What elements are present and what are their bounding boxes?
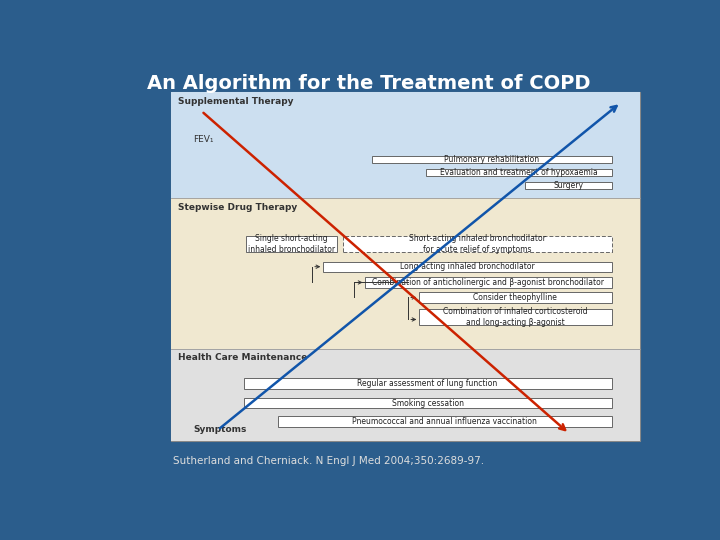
Bar [419,292,611,303]
Bar [372,156,611,163]
Bar [426,169,611,176]
Text: Supplemental Therapy: Supplemental Therapy [178,97,293,106]
Bar [243,379,611,389]
Text: Evaluation and treatment of hypoxaemia: Evaluation and treatment of hypoxaemia [440,168,598,177]
Bar [246,236,337,252]
Text: Pulmonary rehabilitation: Pulmonary rehabilitation [444,155,539,164]
Text: Long-acting inhaled bronchodilator: Long-acting inhaled bronchodilator [400,262,535,271]
Bar [171,348,639,441]
Text: Smoking cessation: Smoking cessation [392,399,464,408]
Text: Combination of inhaled corticosteroid
and long-acting β-agonist: Combination of inhaled corticosteroid an… [443,307,588,327]
Bar [525,182,611,189]
Bar [171,92,639,198]
Bar [171,198,639,348]
Bar [171,92,639,441]
Text: FEV₁: FEV₁ [193,135,214,144]
Bar [419,309,611,325]
Text: Single short-acting
inhaled bronchodilator: Single short-acting inhaled bronchodilat… [248,234,336,254]
Text: Sutherland and Cherniack. N Engl J Med 2004;350:2689-97.: Sutherland and Cherniack. N Engl J Med 2… [173,456,484,465]
Text: Pneumococcal and annual influenza vaccination: Pneumococcal and annual influenza vaccin… [352,417,537,426]
Text: Surgery: Surgery [553,181,583,190]
Text: An Algorithm for the Treatment of COPD: An Algorithm for the Treatment of COPD [148,74,590,93]
Bar [366,277,611,288]
Bar [243,398,611,408]
Text: Consider theophylline: Consider theophylline [474,293,557,302]
Text: Stepwise Drug Therapy: Stepwise Drug Therapy [178,202,297,212]
Bar [343,236,611,252]
Bar [323,261,611,272]
Text: Combination of anticholinergic and β-agonist bronchodilator: Combination of anticholinergic and β-ago… [372,278,605,287]
Text: Short-acting inhaled bronchodilator
for acute relief of symptoms: Short-acting inhaled bronchodilator for … [409,234,546,254]
Text: Health Care Maintenance: Health Care Maintenance [178,353,307,362]
Text: Symptoms: Symptoms [193,424,247,434]
Bar [278,416,611,427]
Text: Regular assessment of lung function: Regular assessment of lung function [357,379,498,388]
